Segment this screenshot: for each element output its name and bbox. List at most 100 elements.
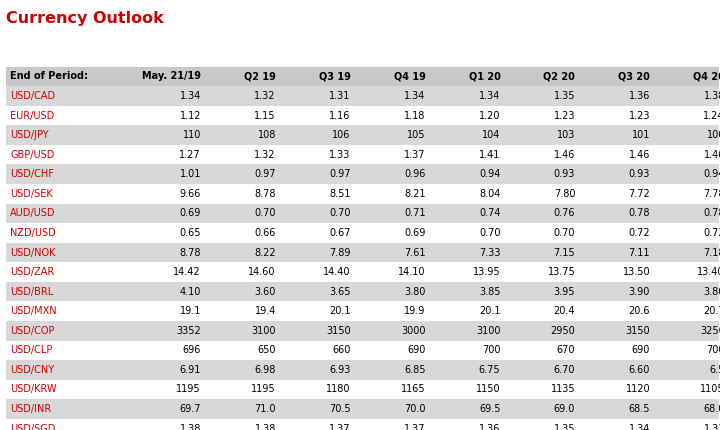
Bar bbox=[6, 204, 719, 223]
Text: AUD/USD: AUD/USD bbox=[10, 209, 55, 218]
Text: End of Period:: End of Period: bbox=[10, 71, 88, 81]
Text: 20.7: 20.7 bbox=[703, 306, 720, 316]
Text: GBP/USD: GBP/USD bbox=[10, 150, 55, 160]
Text: Q4 20: Q4 20 bbox=[693, 71, 720, 81]
Text: 69.7: 69.7 bbox=[179, 404, 201, 414]
Text: 13.50: 13.50 bbox=[623, 267, 650, 277]
Text: 106: 106 bbox=[333, 130, 351, 140]
Text: 1.37: 1.37 bbox=[329, 424, 351, 430]
Text: 696: 696 bbox=[183, 345, 201, 355]
Bar bbox=[6, 243, 719, 262]
Text: 110: 110 bbox=[183, 130, 201, 140]
Text: 1.33: 1.33 bbox=[703, 424, 720, 430]
Text: 0.65: 0.65 bbox=[179, 228, 201, 238]
Text: 1.34: 1.34 bbox=[629, 424, 650, 430]
Text: 3.95: 3.95 bbox=[554, 287, 575, 297]
Text: 0.66: 0.66 bbox=[254, 228, 276, 238]
Text: 1.27: 1.27 bbox=[179, 150, 201, 160]
Text: 1.32: 1.32 bbox=[254, 91, 276, 101]
Text: 6.60: 6.60 bbox=[629, 365, 650, 375]
Text: NZD/USD: NZD/USD bbox=[10, 228, 56, 238]
Text: 68.0: 68.0 bbox=[703, 404, 720, 414]
Text: 1180: 1180 bbox=[326, 384, 351, 394]
Text: 0.78: 0.78 bbox=[703, 209, 720, 218]
Bar bbox=[6, 67, 719, 86]
Text: 3.85: 3.85 bbox=[479, 287, 500, 297]
Text: 1.36: 1.36 bbox=[629, 91, 650, 101]
Text: Q3 20: Q3 20 bbox=[618, 71, 650, 81]
Text: 1.34: 1.34 bbox=[404, 91, 426, 101]
Text: 0.93: 0.93 bbox=[629, 169, 650, 179]
Text: 1.16: 1.16 bbox=[329, 111, 351, 120]
Text: 0.78: 0.78 bbox=[629, 209, 650, 218]
Text: 1.23: 1.23 bbox=[554, 111, 575, 120]
Text: 0.70: 0.70 bbox=[254, 209, 276, 218]
Text: 0.71: 0.71 bbox=[404, 209, 426, 218]
Text: 101: 101 bbox=[631, 130, 650, 140]
Text: 0.76: 0.76 bbox=[554, 209, 575, 218]
Text: 20.6: 20.6 bbox=[629, 306, 650, 316]
Text: 14.60: 14.60 bbox=[248, 267, 276, 277]
Text: 0.94: 0.94 bbox=[479, 169, 500, 179]
Text: 1150: 1150 bbox=[476, 384, 500, 394]
Bar bbox=[6, 341, 719, 360]
Text: 0.69: 0.69 bbox=[180, 209, 201, 218]
Text: 20.1: 20.1 bbox=[479, 306, 500, 316]
Bar bbox=[6, 301, 719, 321]
Text: 3.60: 3.60 bbox=[254, 287, 276, 297]
Text: 108: 108 bbox=[258, 130, 276, 140]
Bar bbox=[6, 223, 719, 243]
Text: Q3 19: Q3 19 bbox=[319, 71, 351, 81]
Bar bbox=[6, 184, 719, 204]
Text: 8.51: 8.51 bbox=[329, 189, 351, 199]
Text: 7.72: 7.72 bbox=[629, 189, 650, 199]
Text: 1.35: 1.35 bbox=[554, 424, 575, 430]
Text: 1.46: 1.46 bbox=[629, 150, 650, 160]
Bar bbox=[6, 399, 719, 419]
Text: 20.4: 20.4 bbox=[554, 306, 575, 316]
Text: 1.41: 1.41 bbox=[479, 150, 500, 160]
Text: 1.12: 1.12 bbox=[179, 111, 201, 120]
Text: 690: 690 bbox=[631, 345, 650, 355]
Text: 3100: 3100 bbox=[476, 326, 500, 336]
Text: 670: 670 bbox=[557, 345, 575, 355]
Text: 660: 660 bbox=[333, 345, 351, 355]
Bar bbox=[6, 419, 719, 430]
Text: 19.1: 19.1 bbox=[180, 306, 201, 316]
Text: 650: 650 bbox=[257, 345, 276, 355]
Text: 14.10: 14.10 bbox=[398, 267, 426, 277]
Text: 7.89: 7.89 bbox=[329, 248, 351, 258]
Text: 6.75: 6.75 bbox=[479, 365, 500, 375]
Text: 0.97: 0.97 bbox=[329, 169, 351, 179]
Text: 3100: 3100 bbox=[251, 326, 276, 336]
Text: 7.78: 7.78 bbox=[703, 189, 720, 199]
Text: EUR/USD: EUR/USD bbox=[10, 111, 54, 120]
Text: 8.78: 8.78 bbox=[179, 248, 201, 258]
Text: 1135: 1135 bbox=[551, 384, 575, 394]
Text: USD/KRW: USD/KRW bbox=[10, 384, 57, 394]
Text: 69.0: 69.0 bbox=[554, 404, 575, 414]
Text: USD/CHF: USD/CHF bbox=[10, 169, 54, 179]
Text: 0.67: 0.67 bbox=[329, 228, 351, 238]
Text: 14.42: 14.42 bbox=[174, 267, 201, 277]
Text: 3.80: 3.80 bbox=[703, 287, 720, 297]
Text: Currency Outlook: Currency Outlook bbox=[6, 11, 163, 26]
Text: 3352: 3352 bbox=[176, 326, 201, 336]
Text: 7.11: 7.11 bbox=[629, 248, 650, 258]
Text: 1.34: 1.34 bbox=[180, 91, 201, 101]
Text: USD/ZAR: USD/ZAR bbox=[10, 267, 54, 277]
Text: USD/INR: USD/INR bbox=[10, 404, 51, 414]
Text: USD/CNY: USD/CNY bbox=[10, 365, 54, 375]
Text: 3.90: 3.90 bbox=[629, 287, 650, 297]
Text: 700: 700 bbox=[706, 345, 720, 355]
Text: 0.96: 0.96 bbox=[404, 169, 426, 179]
Text: 0.97: 0.97 bbox=[254, 169, 276, 179]
Text: 3.80: 3.80 bbox=[404, 287, 426, 297]
Text: USD/MXN: USD/MXN bbox=[10, 306, 57, 316]
Text: 1.23: 1.23 bbox=[629, 111, 650, 120]
Text: 1.32: 1.32 bbox=[254, 150, 276, 160]
Text: USD/CAD: USD/CAD bbox=[10, 91, 55, 101]
Text: 3.65: 3.65 bbox=[329, 287, 351, 297]
Text: 1195: 1195 bbox=[251, 384, 276, 394]
Text: 71.0: 71.0 bbox=[254, 404, 276, 414]
